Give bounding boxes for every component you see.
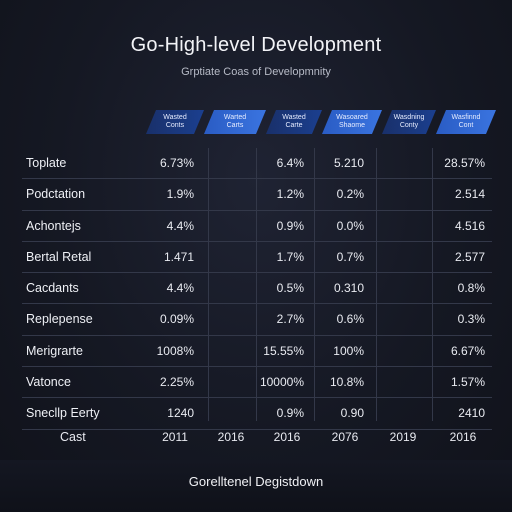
column-header: Wasted Conts — [146, 110, 204, 134]
grid-line — [432, 148, 433, 421]
table-cell: 4.516 — [454, 218, 485, 233]
table-cell: 0.09% — [159, 312, 194, 327]
row-label: Snecllp Eerty — [26, 406, 100, 421]
table-row: Vatonce 2.25% 10000% 10.8% 1.57% — [22, 367, 492, 399]
row-label: Podctation — [26, 187, 86, 202]
row-label: Vatonce — [26, 375, 71, 390]
table-cell: 15.55% — [263, 343, 304, 358]
table-cell: 6.67% — [450, 343, 485, 358]
table-cell: 28.57% — [444, 156, 485, 170]
table-row: Cacdants 4.4% 0.5% 0.310 0.8% — [22, 273, 492, 305]
footer-cell: 2076 — [331, 430, 359, 444]
table-cell: 6.73% — [159, 156, 194, 170]
table-cell: 0.9% — [276, 218, 304, 233]
row-label: Bertal Retal — [26, 249, 92, 264]
table-cell: 0.2% — [336, 187, 364, 202]
table-row: Merigrarte 1008% 15.55% 100% 6.67% — [22, 336, 492, 368]
table-cell: 2410 — [458, 406, 485, 421]
table-row: Bertal Retal 1.471 1.7% 0.7% 2.577 — [22, 242, 492, 274]
table-cell: 2.7% — [276, 312, 304, 327]
table-row: Snecllp Eerty 1240 0.9% 0.90 2410 — [22, 398, 492, 430]
table-cell: 5.210 — [333, 156, 364, 170]
footer-cell: 2016 — [273, 430, 301, 444]
table-cell: 0.6% — [336, 312, 364, 327]
table-cell: 10.8% — [329, 375, 364, 390]
table-cell: 100% — [333, 343, 364, 358]
grid-line — [376, 148, 377, 421]
table-row: Podctation 1.9% 1.2% 0.2% 2.514 — [22, 179, 492, 211]
table-cell: 0.3% — [457, 312, 485, 327]
table-cell: 2.514 — [454, 187, 485, 202]
table-cell: 6.4% — [276, 156, 304, 170]
chart-caption: Gorelltenel Degistdown — [188, 474, 324, 489]
table-row: Replepense 0.09% 2.7% 0.6% 0.3% — [22, 304, 492, 336]
footer-cell: 2011 — [162, 430, 188, 444]
column-header: Wasfinnd Cont — [436, 110, 496, 134]
row-label: Achontejs — [26, 218, 81, 233]
table-cell: 2.25% — [159, 375, 194, 390]
table-cell: 0.310 — [333, 281, 364, 296]
grid-line — [208, 148, 209, 421]
column-headers: Wasted Conts Warted Carts Wasted Carte W… — [0, 110, 512, 134]
table-cell: 1.57% — [450, 375, 485, 390]
table-cell: 0.7% — [336, 249, 364, 264]
table-cell: 1.2% — [276, 187, 304, 202]
table-row: Toplate 6.73% 6.4% 5.210 28.57% — [22, 148, 492, 180]
row-label: Replepense — [26, 312, 93, 327]
grid-line — [256, 148, 257, 421]
column-header: Warted Carts — [204, 110, 266, 134]
row-label: Merigrarte — [26, 343, 83, 358]
table-cell: 1.7% — [276, 249, 304, 264]
grid-line — [314, 148, 315, 421]
table-cell: 2.577 — [454, 249, 485, 264]
table-cell: 1008% — [156, 343, 194, 358]
footer-cell: 2016 — [217, 430, 245, 444]
table-cell: 4.4% — [166, 218, 194, 233]
footer-row: Cast 2011 2016 2016 2076 2019 2016 — [22, 424, 492, 450]
table-cell: 1.9% — [166, 187, 194, 202]
table-cell: 1.471 — [163, 249, 194, 264]
table-cell: 0.8% — [457, 281, 485, 296]
data-table: Toplate 6.73% 6.4% 5.210 28.57% Podctation 1.9… — [22, 148, 492, 430]
chart-subtitle: Grptiate Coas of Developmnity — [181, 66, 331, 78]
table-cell: 4.4% — [166, 281, 194, 296]
footer-label: Cast — [60, 430, 86, 444]
table-cell: 1240 — [167, 406, 194, 421]
table-cell: 0.5% — [276, 281, 304, 296]
table-row: Achontejs 4.4% 0.9% 0.0% 4.516 — [22, 211, 492, 242]
column-header: Wasdning Conty — [382, 110, 436, 134]
footer-cell: 2016 — [449, 430, 477, 444]
table-cell: 0.9% — [276, 406, 304, 421]
chart-title: Go-High-level Development — [130, 34, 382, 56]
column-header: Wasted Carte — [266, 110, 322, 134]
table-cell: 0.90 — [340, 406, 364, 421]
row-label: Cacdants — [26, 281, 79, 296]
footer-cell: 2019 — [389, 430, 417, 444]
table-cell: 10000% — [259, 375, 304, 390]
table-cell: 0.0% — [336, 218, 364, 233]
row-label: Toplate — [26, 156, 67, 170]
column-header: Wasoared Shaome — [322, 110, 382, 134]
bottom-bar — [0, 460, 512, 512]
